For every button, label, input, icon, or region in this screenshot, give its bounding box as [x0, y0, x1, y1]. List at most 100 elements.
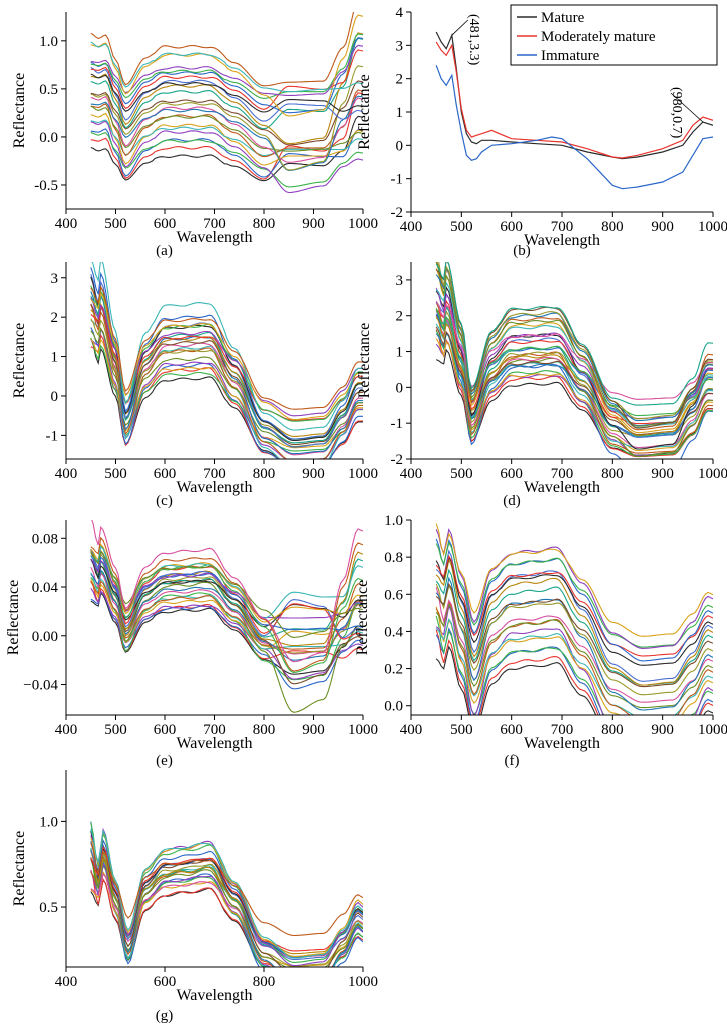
y-tick-label: 0 [396, 138, 404, 154]
series-line [90, 558, 363, 638]
series-line-moderately-mature [435, 41, 713, 159]
series-line [90, 579, 363, 650]
annotation-label: (980,0.7) [669, 87, 684, 139]
series-line [90, 590, 363, 690]
y-tick-label: 1.0 [384, 513, 403, 529]
x-tick-label: 1000 [348, 974, 378, 990]
series-line [90, 41, 363, 93]
series-line [435, 615, 713, 715]
y-tick-label: 0.08 [32, 531, 58, 547]
series-line [90, 44, 363, 96]
x-tick-label: 400 [55, 466, 78, 482]
series-line [90, 297, 363, 417]
panel-b: 400 500 600 700 800 900 1000 -2 -1 0 1 2 3 4 Wavelengt… [356, 4, 727, 259]
y-tick-label: 0.5 [39, 900, 58, 916]
x-tick-label: 700 [203, 216, 226, 232]
y-tick-label: 0.5 [39, 82, 58, 98]
x-tick-label: 600 [500, 466, 523, 482]
series-line [90, 551, 363, 638]
y-tick-label: -2 [391, 205, 404, 221]
series-line [435, 538, 713, 662]
y-tick-label: -1 [391, 416, 404, 432]
x-axis-title: Wavelength [524, 232, 600, 249]
series-line [435, 583, 713, 696]
series-line [90, 37, 363, 130]
x-tick-label: 400 [400, 722, 423, 738]
legend: Mature Moderately mature Immature [510, 4, 718, 66]
x-axis-title: Wavelength [524, 735, 600, 752]
y-tick-label: -0.5 [34, 178, 58, 194]
series-line [435, 262, 713, 406]
x-axis-title: Wavelength [176, 735, 252, 752]
y-axis-title: Reflectance [11, 831, 28, 907]
x-tick-label: 800 [601, 219, 624, 235]
series-line [90, 327, 363, 459]
series-line [435, 558, 713, 686]
y-tick-label: 2 [396, 309, 404, 325]
x-tick-label: 700 [551, 219, 574, 235]
series-group-e [90, 520, 363, 713]
panel-c: 400 500 600 700 800 900 1000 -1 0 1 2 3 Wavelength Re… [11, 262, 378, 509]
series-line [90, 828, 363, 959]
x-tick-label: 900 [651, 722, 674, 738]
panel-label: (b) [513, 243, 531, 259]
x-tick-label: 400 [400, 219, 423, 235]
series-line [435, 527, 713, 649]
x-tick-label: 400 [55, 974, 78, 990]
x-tick-label: 900 [651, 466, 674, 482]
series-line [435, 556, 713, 666]
series-line [435, 523, 713, 637]
y-tick-label: 0 [51, 389, 59, 405]
legend-entry: Moderately mature [541, 29, 656, 45]
y-tick-label: -2 [391, 452, 404, 468]
x-tick-label: 400 [55, 216, 78, 232]
series-line [90, 569, 363, 661]
x-tick-label: 1000 [348, 466, 378, 482]
y-tick-label: 1 [396, 105, 404, 121]
x-tick-label: 500 [104, 216, 127, 232]
annotation-leader [451, 19, 469, 36]
x-tick-label: 800 [253, 466, 276, 482]
x-tick-label: 800 [601, 722, 624, 738]
y-axis-title: Reflectance [11, 323, 28, 399]
series-line [90, 587, 363, 680]
series-line [435, 576, 713, 711]
series-line [435, 606, 713, 715]
panel-g: 400 600 800 1000 0.5 1.0 Wavelength Reflectance… [11, 770, 378, 1024]
y-tick-label: 1.0 [39, 34, 58, 50]
y-tick-label: 1 [51, 350, 59, 366]
x-axis-title: Wavelength [176, 987, 252, 1004]
series-line [90, 32, 363, 145]
series-line [90, 338, 363, 459]
series-line [435, 617, 713, 715]
y-axis-title: Reflectance [356, 74, 373, 150]
series-group-d [435, 262, 713, 459]
panel-label: (d) [503, 493, 521, 509]
series-line [435, 582, 713, 688]
annotation-leader [670, 92, 704, 123]
panel-f: 400 500 600 700 800 900 1000 0.0 0.2 0.4 0.6 0.8 1.0… [354, 513, 727, 769]
x-tick-label: 500 [450, 722, 473, 738]
y-axis-title: Reflectance [5, 580, 22, 656]
panel-label: (c) [156, 493, 173, 509]
series-line [90, 96, 363, 163]
series-line [435, 645, 713, 715]
series-line [90, 132, 363, 188]
legend-entry: Immature [541, 48, 600, 64]
series-group-c [90, 262, 363, 459]
series-line [90, 14, 363, 117]
y-tick-label: 3 [396, 273, 404, 289]
y-tick-label: 1.0 [39, 814, 58, 830]
panel-d: 400 500 600 700 800 900 1000 -2 -1 0 1 2 3 Wavelength… [356, 262, 727, 509]
y-tick-label: 0.00 [32, 629, 58, 645]
y-tick-label: 1 [396, 345, 404, 361]
y-tick-label: -1 [46, 428, 59, 444]
x-tick-label: 900 [651, 219, 674, 235]
y-tick-label: -1 [391, 172, 404, 188]
panel-label: (e) [156, 753, 173, 769]
y-tick-label: 3 [396, 38, 404, 54]
series-line [90, 337, 363, 452]
series-line [90, 338, 363, 449]
series-line [91, 520, 363, 663]
